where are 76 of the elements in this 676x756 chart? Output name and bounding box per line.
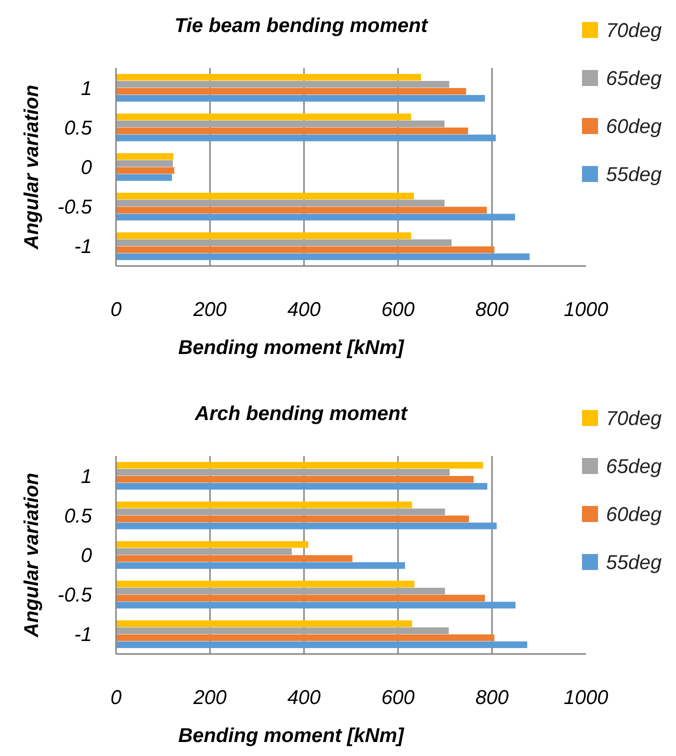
- y-tick-label: 0.5: [64, 505, 93, 528]
- bar: [116, 206, 487, 214]
- bar: [116, 516, 469, 522]
- bar: [116, 134, 496, 142]
- chart-title: Arch bending moment: [194, 403, 408, 425]
- bar: [116, 555, 352, 562]
- y-tick-label: 1: [80, 78, 92, 100]
- bar: [116, 192, 414, 200]
- y-tick-label: 0.5: [64, 117, 93, 140]
- y-tick-label: 0: [80, 157, 92, 179]
- bar: [116, 522, 497, 530]
- bar: [116, 462, 484, 469]
- bar: [116, 174, 172, 181]
- x-tick-label: 600: [381, 299, 415, 321]
- legend-label: 65deg: [606, 68, 662, 90]
- bar: [116, 128, 468, 134]
- legend-label: 65deg: [606, 456, 662, 478]
- y-tick-label: -1: [74, 624, 92, 646]
- y-axis-title: Angular variation: [21, 472, 43, 638]
- x-tick-label: 200: [192, 687, 227, 709]
- y-tick-label: -0.5: [58, 196, 93, 219]
- x-axis-title: Bending moment [kNm]: [178, 725, 406, 747]
- legend-label: 60deg: [606, 116, 662, 138]
- legend-label: 70deg: [606, 408, 662, 430]
- bar: [116, 246, 494, 254]
- bar: [116, 253, 530, 260]
- x-tick-label: 1000: [564, 687, 608, 709]
- x-tick-label: 800: [475, 299, 509, 321]
- bar: [116, 634, 494, 642]
- bar: [116, 627, 449, 634]
- bar: [116, 200, 445, 206]
- y-tick-label: 0: [80, 545, 92, 567]
- bar: [116, 548, 292, 555]
- x-tick-label: 0: [110, 299, 122, 321]
- bar: [116, 88, 466, 95]
- bar: [116, 153, 174, 160]
- bar: [116, 541, 308, 548]
- chart-title: Tie beam bending moment: [174, 15, 429, 37]
- y-tick-label: -0.5: [58, 584, 93, 607]
- legend-label: 70deg: [606, 20, 662, 42]
- bar: [116, 239, 452, 246]
- bar: [116, 232, 412, 240]
- bar: [116, 167, 174, 174]
- bar: [116, 502, 412, 508]
- bar: [116, 562, 406, 569]
- x-tick-label: 200: [192, 299, 227, 321]
- bar: [116, 214, 516, 220]
- bar: [116, 120, 445, 128]
- x-tick-label: 600: [381, 687, 415, 709]
- y-tick-label: 1: [80, 466, 92, 488]
- bar: [116, 160, 173, 167]
- bar: [116, 468, 450, 476]
- y-tick-label: -1: [74, 236, 92, 258]
- x-tick-label: 400: [287, 687, 321, 709]
- legend-label: 60deg: [606, 504, 662, 526]
- bar: [116, 94, 485, 102]
- bar: [116, 641, 528, 648]
- bar: [116, 80, 450, 88]
- bar: [116, 114, 412, 120]
- x-axis-title: Bending moment [kNm]: [178, 337, 406, 359]
- bar: [116, 482, 488, 490]
- x-tick-label: 400: [287, 299, 321, 321]
- legend-label: 55deg: [606, 164, 662, 186]
- bar: [116, 620, 412, 628]
- bar: [116, 74, 422, 81]
- x-tick-label: 0: [110, 687, 122, 709]
- bar: [116, 476, 474, 483]
- bar: [116, 580, 414, 588]
- x-tick-label: 1000: [564, 299, 608, 321]
- bar: [116, 588, 445, 594]
- y-axis-title: Angular variation: [21, 84, 43, 250]
- bar: [116, 602, 516, 608]
- x-tick-label: 800: [475, 687, 509, 709]
- bar: [116, 508, 445, 516]
- bar: [116, 594, 485, 602]
- legend-label: 55deg: [606, 552, 662, 574]
